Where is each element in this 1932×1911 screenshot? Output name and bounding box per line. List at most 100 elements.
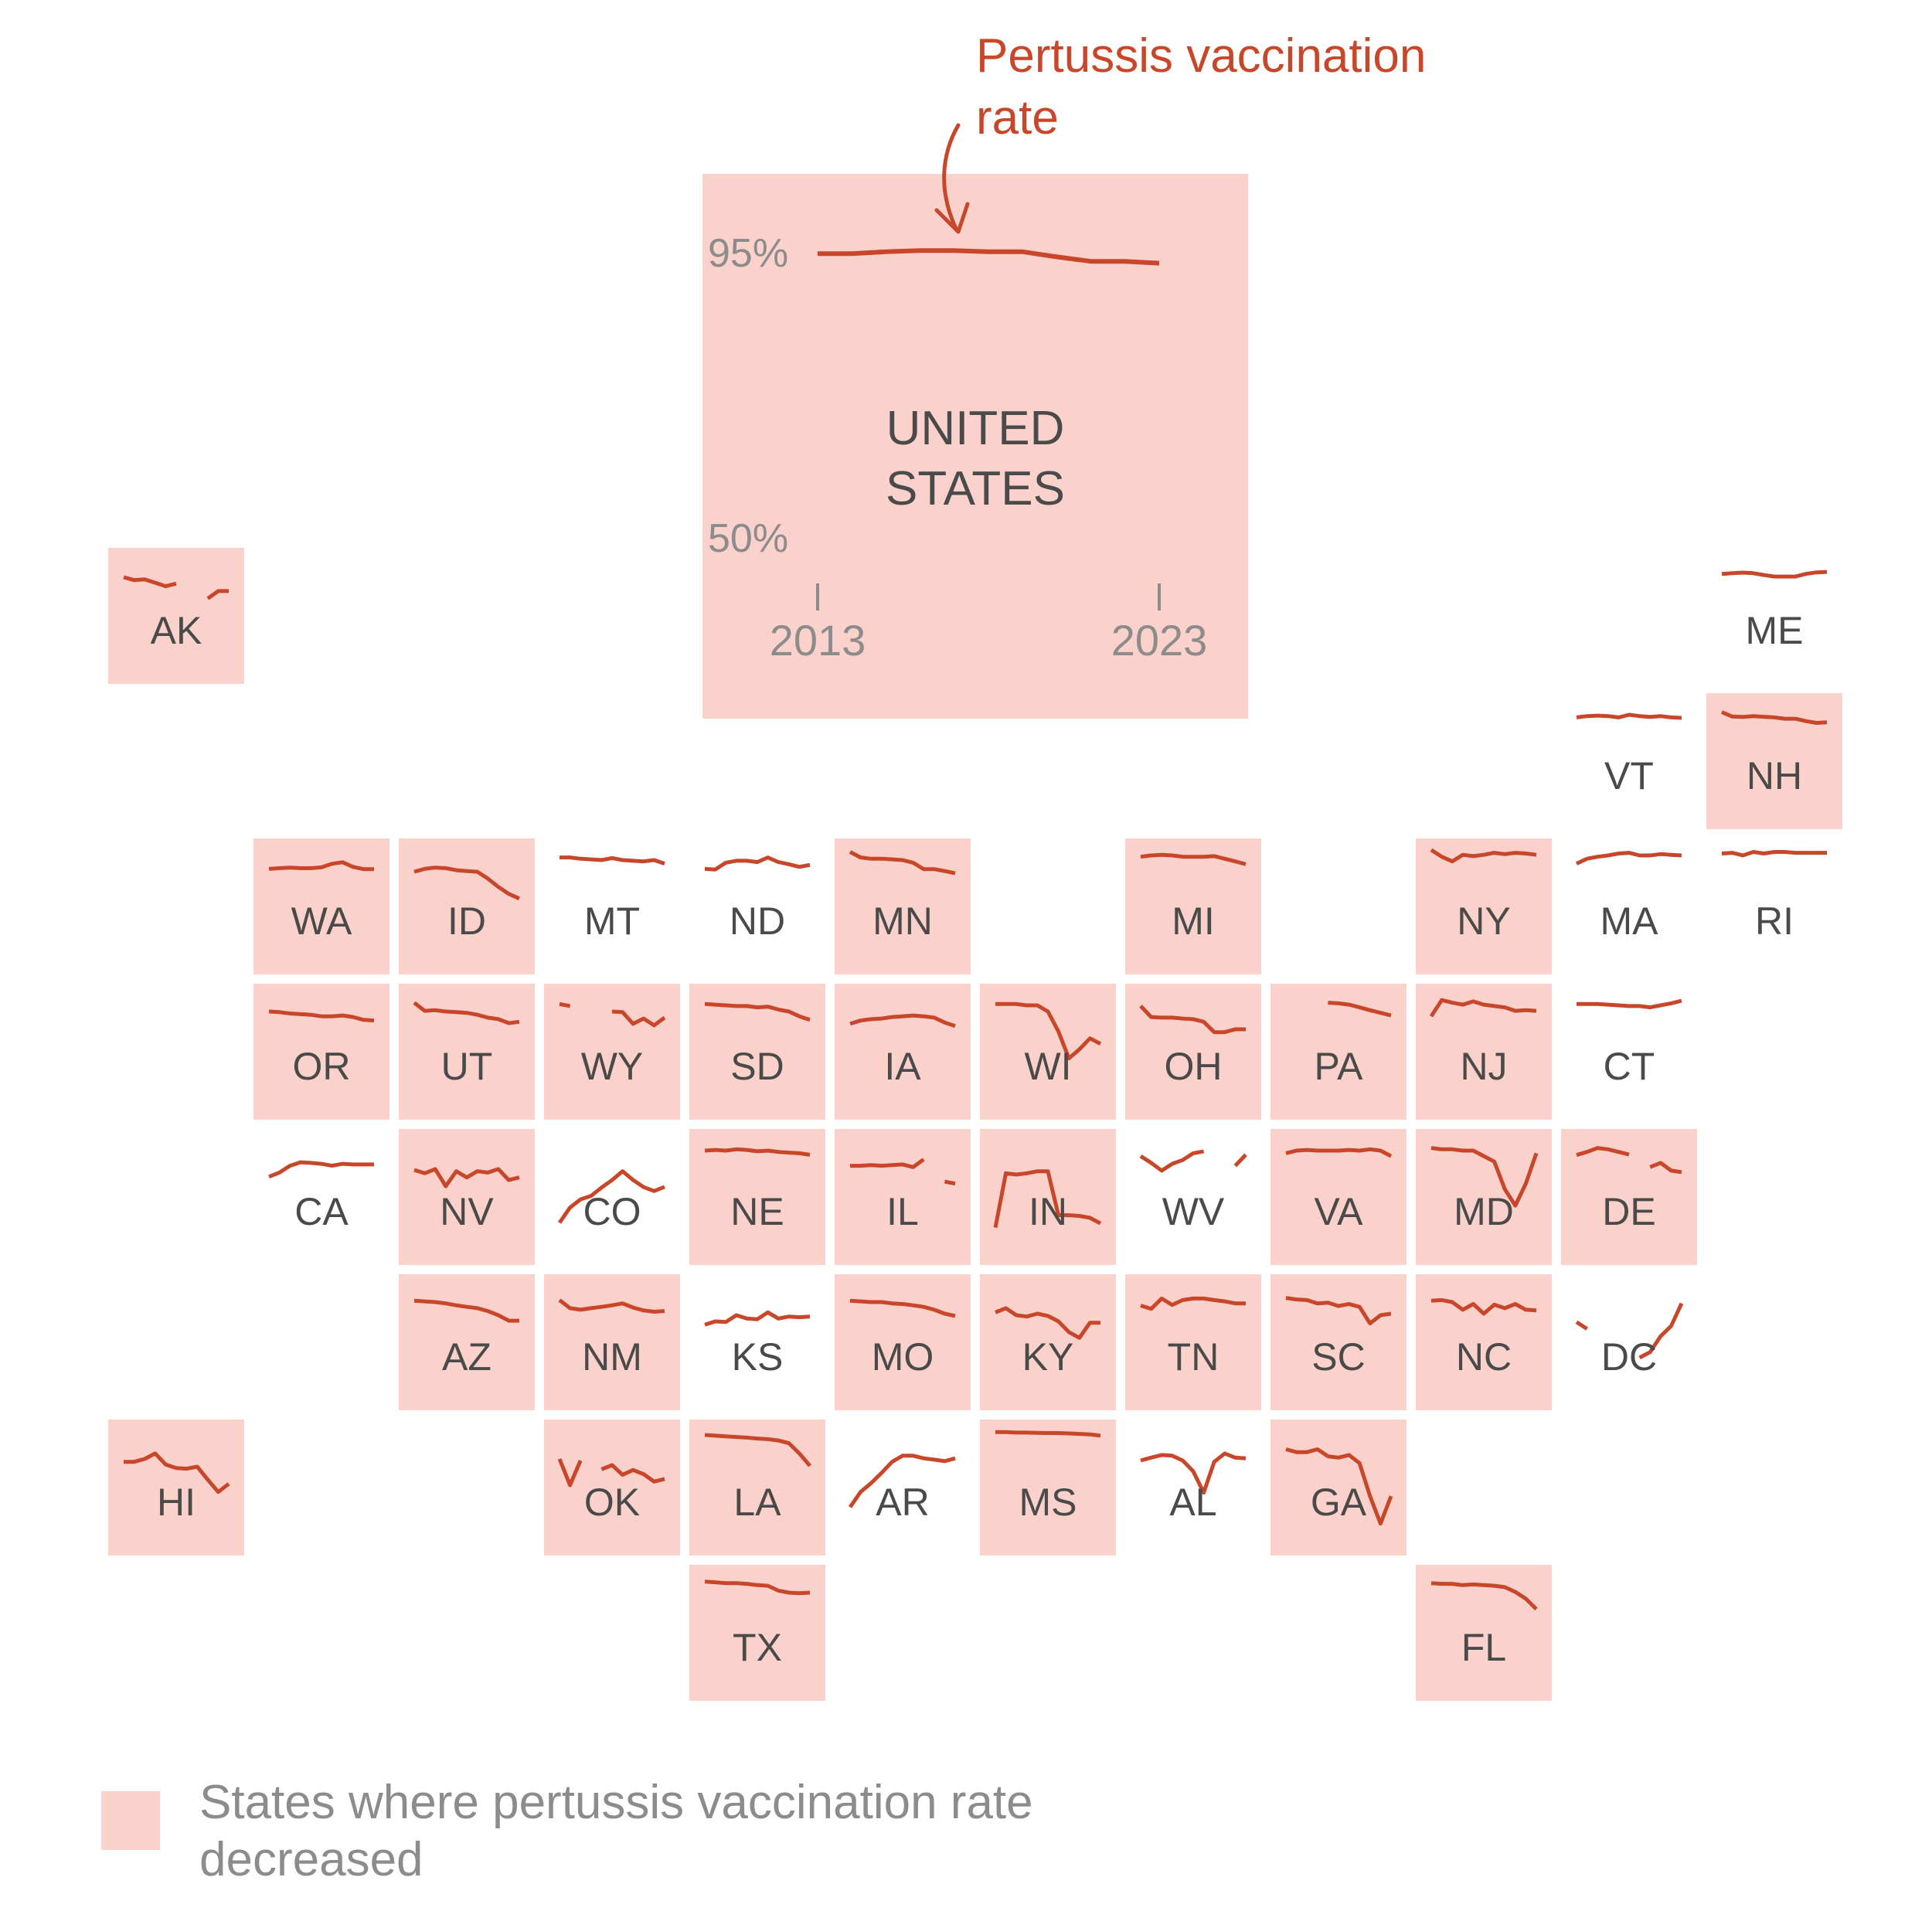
tile-background <box>980 1420 1116 1556</box>
tile-background <box>1416 838 1552 974</box>
sparkline <box>557 1169 665 1224</box>
annotation: Pertussis vaccination rate <box>934 29 1426 234</box>
state-tile-nv: NV <box>399 1129 535 1265</box>
state-label: FL <box>1461 1626 1506 1669</box>
sparkline <box>704 1579 811 1596</box>
state-label: KS <box>732 1335 784 1379</box>
sparkline <box>704 855 811 872</box>
sparkline <box>1575 851 1682 865</box>
y-tick-label-95: 95% <box>708 231 788 276</box>
state-tile-ia: IA <box>835 984 971 1120</box>
state-label: DE <box>1602 1190 1655 1233</box>
state-tile-wy: WY <box>544 984 680 1120</box>
sparkline <box>268 1009 375 1023</box>
sparkline <box>1577 998 1682 1010</box>
state-label: VT <box>1604 754 1654 797</box>
legend-label: States where pertussis vaccination rate … <box>199 1776 1033 1886</box>
state-tile-va: VA <box>1270 1129 1406 1265</box>
state-tile-pa: PA <box>1270 984 1406 1120</box>
state-tile-wa: WA <box>253 838 389 974</box>
tile-background <box>835 1274 971 1410</box>
tile-background <box>399 1129 535 1265</box>
state-label: AK <box>151 609 202 652</box>
state-tile-nj: NJ <box>1416 984 1552 1120</box>
state-tile-de: DE <box>1561 1129 1697 1265</box>
tile-background <box>253 838 389 974</box>
state-tile-fl: FL <box>1416 1565 1552 1701</box>
state-tile-md: MD <box>1416 1129 1552 1265</box>
sparkline <box>995 1306 1100 1340</box>
state-tiles: AK ME VT NH WA ID MT ND MN MI NY MA RI OR UT WY SD IA WI OH… <box>108 548 1842 1701</box>
state-label: GA <box>1311 1481 1367 1524</box>
state-label: MO <box>872 1335 934 1379</box>
tile-background <box>108 548 244 684</box>
state-tile-ut: UT <box>399 984 535 1120</box>
state-tile-co: CO <box>557 1169 665 1233</box>
state-tile-hi: HI <box>108 1420 244 1556</box>
state-label: NE <box>730 1190 784 1233</box>
state-label: ME <box>1746 609 1804 652</box>
tile-background <box>835 1129 971 1265</box>
state-label: IN <box>1029 1190 1067 1233</box>
sparkline <box>559 1001 666 1028</box>
state-tile-tn: TN <box>1125 1274 1261 1410</box>
state-label: MN <box>872 899 933 943</box>
tile-background <box>689 1565 825 1701</box>
sparkline <box>560 855 665 865</box>
state-label: IL <box>886 1190 919 1233</box>
sparkline <box>413 865 521 901</box>
state-label: AL <box>1169 1481 1216 1524</box>
state-label: CT <box>1604 1045 1655 1088</box>
state-label: WI <box>1024 1045 1071 1088</box>
state-tile-tx: TX <box>689 1565 825 1701</box>
tile-background <box>835 984 971 1120</box>
sparkline <box>1721 570 1828 579</box>
sparkline <box>1139 1149 1247 1173</box>
state-tile-ne: NE <box>689 1129 825 1265</box>
sparkline <box>1721 850 1827 858</box>
state-label: AR <box>876 1481 929 1524</box>
state-tile-nm: NM <box>544 1274 680 1410</box>
state-label: HI <box>157 1481 196 1524</box>
sparkline <box>1430 848 1537 864</box>
state-tile-id: ID <box>399 838 535 974</box>
sparkline <box>1576 1146 1682 1175</box>
sparkline <box>413 1001 520 1025</box>
sparkline <box>413 1298 519 1323</box>
national-panel: 95% 50% 2013 2023 UNITED STATES <box>702 174 1248 719</box>
sparkline <box>995 1001 1102 1061</box>
state-tile-al: AL <box>1140 1451 1247 1524</box>
state-tile-ny: NY <box>1416 838 1552 974</box>
state-tile-or: OR <box>253 984 389 1120</box>
sparkline <box>704 1310 811 1327</box>
tile-background <box>1416 1565 1552 1701</box>
tile-background <box>1125 984 1261 1120</box>
state-label: OR <box>293 1045 351 1088</box>
tile-background <box>1270 1420 1406 1556</box>
state-label: WV <box>1162 1190 1225 1233</box>
sparkline <box>848 1454 956 1508</box>
state-tile-mn: MN <box>835 838 971 974</box>
state-tile-nc: NC <box>1416 1274 1552 1410</box>
sparkline <box>1429 998 1537 1018</box>
sparkline <box>1575 1302 1684 1360</box>
sparkline <box>1721 710 1828 725</box>
sparkline <box>123 575 229 600</box>
tile-background <box>544 1420 680 1556</box>
state-label: OK <box>584 1481 640 1524</box>
state-tile-ar: AR <box>848 1454 956 1524</box>
tile-background <box>689 1420 825 1556</box>
sparkline <box>1140 1451 1247 1495</box>
sparkline <box>124 1451 230 1494</box>
sparkline <box>849 1013 956 1029</box>
sparkline <box>413 1167 520 1188</box>
state-tile-ak: AK <box>108 548 244 684</box>
tile-background <box>1416 1129 1552 1265</box>
sparkline <box>1430 1297 1537 1316</box>
state-tile-mt: MT <box>560 855 665 943</box>
sparkline <box>557 1458 665 1488</box>
state-label: CO <box>583 1190 641 1233</box>
sparkline <box>268 860 374 872</box>
state-tile-me: ME <box>1721 570 1828 652</box>
